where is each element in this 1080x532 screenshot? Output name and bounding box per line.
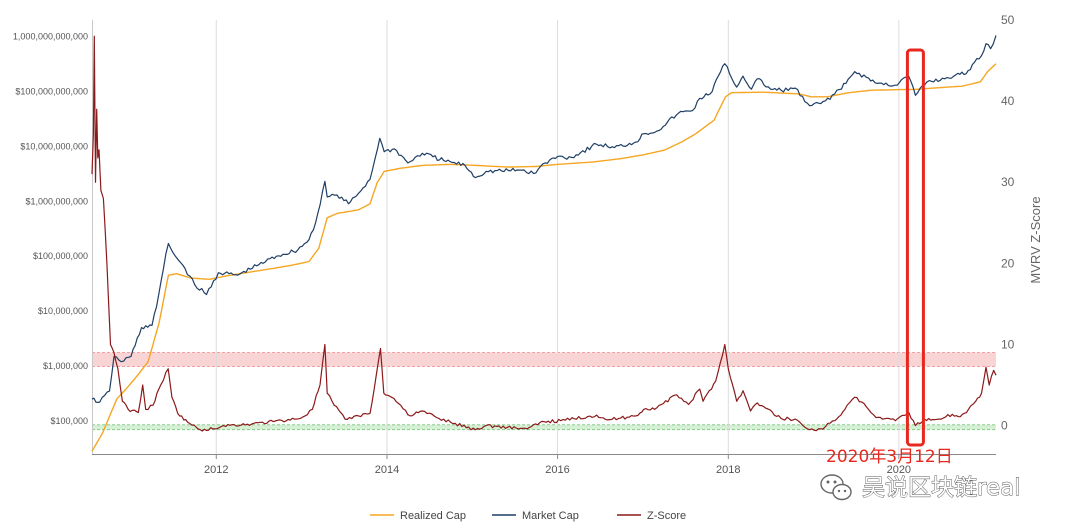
x-tick-label-2016: 2016	[545, 464, 569, 476]
y-tick-label-1: $1,000,000	[43, 361, 88, 371]
x-tick-label-2018: 2018	[716, 464, 740, 476]
highlight-label: 2020年3月12日	[826, 447, 953, 467]
threshold-bands	[92, 352, 996, 431]
right-tick-label-3: 30	[1001, 175, 1015, 189]
legend-label-2: Z-Score	[647, 510, 686, 522]
right-tick-label-5: 50	[1001, 13, 1015, 27]
right-axis-title: MVRV Z-Score	[1028, 196, 1043, 283]
right-tick-label-0: 0	[1001, 419, 1008, 433]
y-tick-label-7: 1,000,000,000,000	[13, 32, 88, 42]
right-tick-label-2: 20	[1001, 256, 1015, 270]
legend-label-1: Market Cap	[522, 510, 579, 522]
right-tick-label-1: 10	[1001, 337, 1015, 351]
highlight-annotation: 2020年3月12日	[826, 48, 953, 467]
x-axis-ticks: 2012 2014 2016 2018 2020	[204, 454, 911, 476]
y-tick-label-6: $100,000,000,000	[15, 86, 88, 96]
x-tick-label-2012: 2012	[204, 464, 228, 476]
y-tick-label-0: $100,000	[50, 416, 88, 426]
watermark-text: 吴说区块链real	[862, 475, 1021, 501]
series-lines	[91, 35, 997, 452]
band-fill-0	[92, 352, 996, 367]
y-tick-label-3: $100,000,000	[33, 251, 88, 261]
watermark: 吴说区块链real	[820, 474, 1021, 501]
left-axis-ticks: $100,000 $1,000,000 $10,000,000 $100,000,00…	[13, 32, 88, 426]
x-tick-label-2014: 2014	[375, 464, 399, 476]
highlight-box	[905, 48, 925, 447]
legend-label-0: Realized Cap	[400, 510, 466, 522]
wechat-icon	[820, 474, 852, 501]
series-market-cap	[91, 35, 997, 403]
right-tick-label-4: 40	[1001, 94, 1015, 108]
x-tick-label-2020: 2020	[887, 464, 911, 476]
y-tick-label-5: $10,000,000,000	[20, 141, 88, 151]
y-tick-label-2: $10,000,000	[38, 306, 88, 316]
series-realized-cap	[91, 63, 997, 452]
grid-lines	[215, 20, 900, 454]
right-axis-ticks: 0 10 20 30 40 50	[1001, 13, 1015, 433]
band-fill-1	[92, 424, 996, 430]
legend: Realized Cap Market Cap Z-Score	[370, 510, 686, 522]
y-tick-label-4: $1,000,000,000	[25, 196, 88, 206]
series-z-score	[91, 35, 997, 432]
